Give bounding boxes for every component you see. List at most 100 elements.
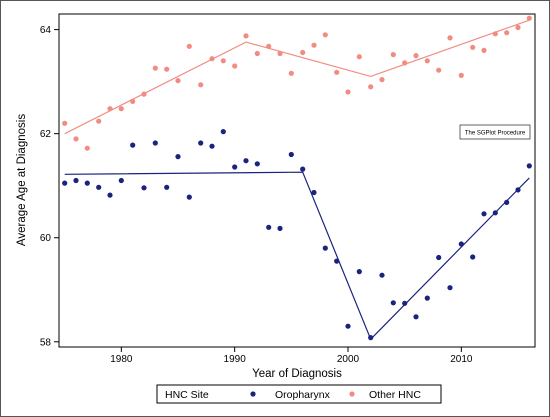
- point-other-hnc-2009: [447, 35, 453, 41]
- point-other-hnc-2007: [424, 58, 430, 64]
- point-oropharynx-2004: [390, 300, 396, 306]
- point-other-hnc-1985: [175, 78, 181, 84]
- point-other-hnc-2001: [356, 54, 362, 60]
- point-oropharynx-1999: [334, 258, 340, 264]
- point-other-hnc-2012: [481, 47, 487, 54]
- point-other-hnc-2000: [345, 89, 351, 95]
- series-oropharynx: [62, 129, 532, 341]
- point-oropharynx-2008: [436, 254, 442, 261]
- point-other-hnc-1992: [254, 50, 260, 57]
- point-other-hnc-2005: [402, 60, 408, 66]
- point-other-hnc-1991: [243, 33, 249, 39]
- point-oropharynx-2011: [470, 254, 476, 260]
- plot-area: [58, 13, 536, 348]
- point-other-hnc-2008: [436, 67, 442, 73]
- annotation-text: The SGPlot Procedure: [465, 131, 526, 137]
- y-tick-label-64: 64: [40, 25, 52, 36]
- x-tick-label-2010: 2010: [450, 354, 473, 365]
- point-other-hnc-1994: [277, 50, 283, 57]
- point-oropharynx-2006: [413, 314, 419, 320]
- x-axis-ticks: 1980 1990 2000 2010: [110, 347, 473, 365]
- trend-lines: [64, 19, 530, 341]
- point-oropharynx-2001: [356, 269, 362, 275]
- point-oropharynx-2000: [345, 323, 351, 329]
- x-axis-label: Year of Diagnosis: [252, 368, 342, 380]
- point-oropharynx-2005: [402, 300, 408, 306]
- point-oropharynx-1993: [266, 224, 272, 230]
- y-tick-label-60: 60: [40, 233, 52, 244]
- point-other-hnc-1978: [96, 118, 102, 124]
- point-oropharynx-1980: [118, 177, 124, 184]
- legend-marker-oropharynx: [250, 391, 256, 397]
- legend-title: HNC Site: [165, 389, 209, 401]
- legend: HNC Site Oropharynx Other HNC: [156, 384, 442, 404]
- point-oropharynx-1985: [175, 154, 181, 160]
- point-other-hnc-2015: [515, 24, 521, 31]
- point-oropharynx-1982: [141, 185, 147, 191]
- point-other-hnc-2006: [413, 53, 419, 59]
- point-oropharynx-2002: [368, 335, 374, 341]
- point-other-hnc-1989: [220, 58, 226, 64]
- point-other-hnc-2014: [504, 30, 510, 36]
- y-axis-ticks: 58 60 62 64: [40, 25, 59, 348]
- point-oropharynx-2009: [447, 285, 453, 291]
- point-oropharynx-1997: [311, 189, 317, 196]
- point-other-hnc-1997: [311, 42, 317, 48]
- point-other-hnc-1980: [118, 106, 124, 112]
- point-oropharynx-1977: [84, 180, 90, 186]
- annotation-box: The SGPlot Procedure: [459, 124, 531, 140]
- point-oropharynx-1989: [220, 129, 226, 135]
- point-other-hnc-1975: [62, 120, 68, 126]
- y-tick-label-58: 58: [40, 337, 52, 348]
- point-oropharynx-1998: [322, 245, 328, 251]
- point-other-hnc-1983: [152, 65, 158, 71]
- legend-label-other-hnc: Other HNC: [369, 389, 421, 401]
- point-other-hnc-1976: [73, 136, 79, 142]
- point-oropharynx-2010: [458, 241, 464, 247]
- point-oropharynx-1988: [209, 143, 215, 149]
- point-other-hnc-1986: [186, 43, 192, 49]
- point-other-hnc-2016: [526, 15, 532, 21]
- point-oropharynx-2016: [526, 163, 532, 169]
- point-other-hnc-2004: [390, 52, 396, 58]
- point-other-hnc-1977: [84, 145, 90, 151]
- y-axis-label: Average Age at Diagnosis: [16, 114, 28, 246]
- point-other-hnc-1984: [164, 66, 170, 72]
- point-oropharynx-2015: [515, 187, 521, 193]
- point-oropharynx-1995: [288, 151, 294, 158]
- legend-box: [156, 384, 442, 404]
- point-oropharynx-1975: [62, 180, 68, 186]
- point-oropharynx-2013: [492, 210, 498, 216]
- point-oropharynx-2003: [379, 272, 385, 278]
- point-oropharynx-1984: [164, 184, 170, 190]
- y-tick-label-62: 62: [40, 129, 52, 140]
- point-oropharynx-1991: [243, 158, 249, 164]
- point-oropharynx-1987: [198, 140, 204, 146]
- point-oropharynx-2007: [424, 295, 430, 301]
- point-oropharynx-1978: [96, 184, 102, 190]
- trend-line-oropharynx: [64, 171, 530, 341]
- point-other-hnc-1981: [130, 98, 136, 104]
- point-oropharynx-2014: [504, 199, 510, 205]
- point-other-hnc-2010: [458, 72, 464, 78]
- point-other-hnc-1996: [300, 49, 306, 56]
- point-other-hnc-2003: [379, 77, 385, 83]
- point-other-hnc-1987: [198, 82, 204, 88]
- point-other-hnc-1995: [288, 70, 294, 76]
- point-oropharynx-1994: [277, 225, 283, 231]
- point-other-hnc-2002: [368, 84, 374, 90]
- point-other-hnc-1982: [141, 91, 147, 97]
- point-other-hnc-2011: [470, 44, 476, 50]
- legend-label-oropharynx: Oropharynx: [275, 389, 331, 401]
- point-oropharynx-2012: [481, 211, 487, 217]
- x-tick-label-2000: 2000: [337, 354, 360, 365]
- point-other-hnc-2013: [492, 31, 498, 37]
- point-other-hnc-1999: [334, 69, 340, 75]
- point-other-hnc-1993: [266, 43, 272, 49]
- point-other-hnc-1990: [232, 63, 238, 69]
- point-other-hnc-1998: [322, 32, 328, 38]
- point-other-hnc-1988: [209, 56, 215, 62]
- scatter-points: [62, 15, 532, 341]
- point-oropharynx-1996: [300, 166, 306, 172]
